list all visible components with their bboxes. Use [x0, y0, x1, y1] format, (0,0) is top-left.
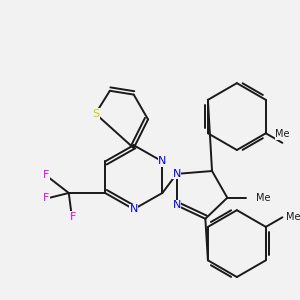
Text: N: N — [130, 204, 138, 214]
Text: Me: Me — [286, 212, 300, 222]
Text: Me: Me — [256, 193, 271, 203]
Text: N: N — [158, 157, 166, 166]
Text: F: F — [70, 212, 77, 222]
Text: N: N — [172, 200, 181, 210]
Text: S: S — [92, 109, 99, 119]
Text: N: N — [172, 169, 181, 179]
Text: F: F — [43, 170, 49, 180]
Text: Me: Me — [275, 129, 290, 139]
Text: F: F — [43, 193, 49, 203]
